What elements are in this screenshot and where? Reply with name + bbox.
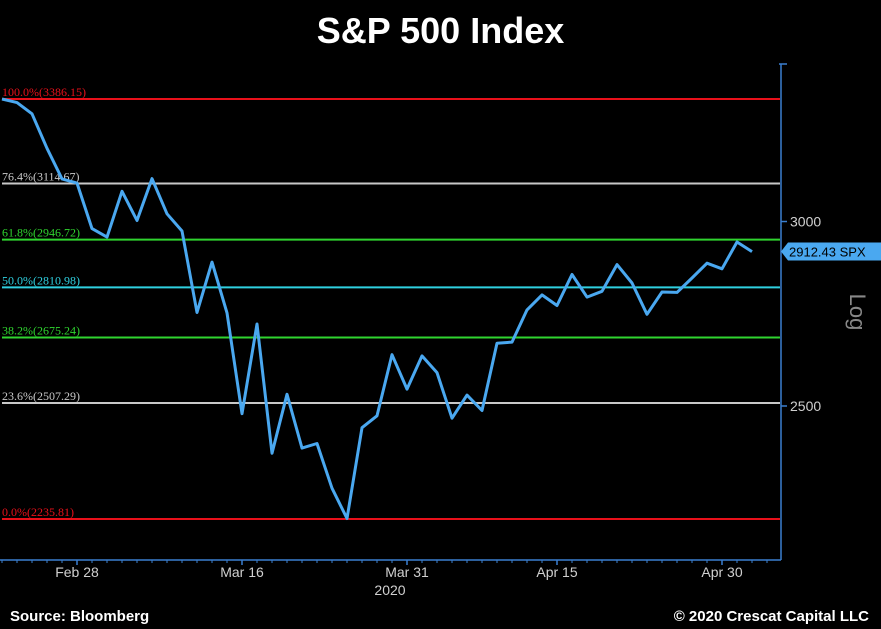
x-tick-label-0: Feb 28	[55, 564, 99, 580]
x-tick-label-3: Apr 15	[536, 564, 577, 580]
source-label: Source: Bloomberg	[10, 608, 150, 625]
fib-label-4: 38.2%(2675.24)	[2, 323, 80, 337]
copyright-label: © 2020 Crescat Capital LLC	[673, 608, 869, 625]
fib-label-3: 50.0%(2810.98)	[2, 273, 80, 287]
series: 2912.43 SPX	[1, 97, 881, 520]
fib-label-5: 23.6%(2507.29)	[2, 389, 80, 403]
chart-title: S&P 500 Index	[316, 10, 565, 51]
last-value-label: 2912.43 SPX	[789, 244, 866, 259]
x-year-label: 2020	[374, 582, 405, 598]
x-tick-label-4: Apr 30	[701, 564, 742, 580]
y-tick-label-0: 3000	[790, 214, 821, 230]
fib-label-0: 100.0%(3386.15)	[2, 85, 86, 99]
y-axis-label: Log	[845, 294, 870, 331]
fib-label-6: 0.0%(2235.81)	[2, 505, 74, 519]
x-tick-label-1: Mar 16	[220, 564, 264, 580]
fib-levels: 100.0%(3386.15)76.4%(3114.67)61.8%(2946.…	[2, 85, 780, 520]
x-tick-label-2: Mar 31	[385, 564, 429, 580]
last-value-badge	[781, 242, 881, 261]
series-line-0	[1, 97, 753, 520]
axes: 3000 2500 Feb 28 Mar 16 Mar 31 Apr 15 Apr 30 20…	[0, 63, 870, 598]
fib-label-2: 61.8%(2946.72)	[2, 226, 80, 240]
y-tick-label-1: 2500	[790, 398, 821, 414]
